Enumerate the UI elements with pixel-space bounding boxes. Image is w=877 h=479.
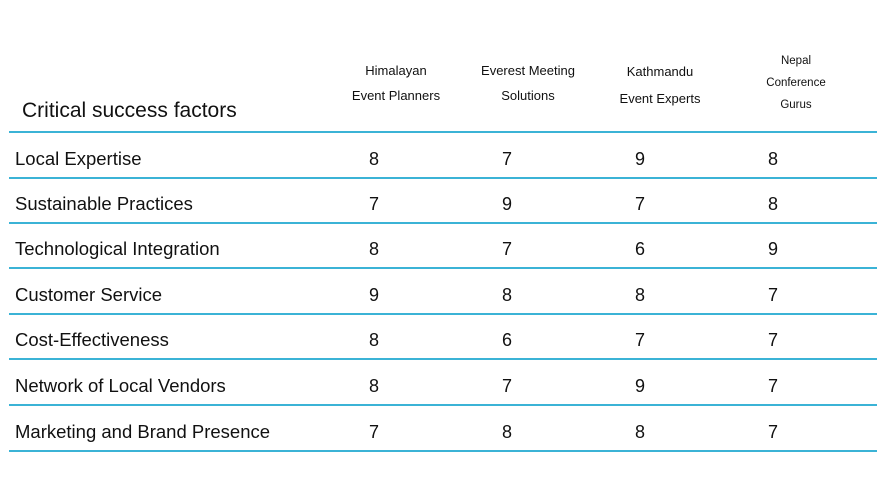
- score-cell: 9: [501, 194, 512, 214]
- score-cell: 9: [368, 285, 379, 305]
- table-bottom-border: [9, 450, 877, 452]
- row-label: Network of Local Vendors: [15, 375, 226, 396]
- score-cell: 7: [767, 330, 778, 350]
- row-label: Customer Service: [15, 284, 163, 305]
- column-header-line: Nepal: [780, 55, 812, 67]
- score-cell: 6: [501, 330, 512, 350]
- score-cell: 6: [634, 239, 645, 259]
- column-header-line: Kathmandu: [626, 64, 694, 79]
- column-header-everest-meeting-solutions: Everest Meeting Solutions: [463, 58, 593, 108]
- score-cell: 8: [634, 285, 645, 305]
- row-label: Marketing and Brand Presence: [15, 421, 271, 442]
- column-header-line: Solutions: [501, 88, 555, 103]
- column-header-kathmandu-event-experts: Kathmandu Event Experts: [600, 58, 720, 112]
- score-cell: 8: [767, 194, 778, 214]
- score-cell: 8: [368, 239, 379, 259]
- score-cell: 7: [368, 422, 379, 442]
- score-cell: 7: [501, 239, 512, 259]
- row-divider: [9, 267, 877, 269]
- column-header-line: Event Experts: [619, 91, 701, 106]
- column-header-line: Everest Meeting: [481, 63, 575, 78]
- column-header-line: Himalayan: [365, 63, 427, 78]
- row-divider: [9, 313, 877, 315]
- header-divider: [9, 131, 877, 133]
- table-row: Sustainable Practices 7 9 7 8: [0, 182, 877, 227]
- column-header-line: Event Planners: [351, 88, 441, 103]
- score-cell: 7: [767, 376, 778, 396]
- row-label: Local Expertise: [15, 148, 142, 169]
- score-cell: 8: [501, 285, 512, 305]
- score-cell: 9: [634, 376, 645, 396]
- score-cell: 7: [767, 285, 778, 305]
- table-row: Local Expertise 8 7 9 8: [0, 137, 877, 182]
- row-divider: [9, 177, 877, 179]
- score-cell: 8: [767, 149, 778, 169]
- row-divider: [9, 358, 877, 360]
- score-cell: 9: [634, 149, 645, 169]
- score-cell: 8: [501, 422, 512, 442]
- table-row: Network of Local Vendors 8 7 9 7: [0, 364, 877, 409]
- table-row: Customer Service 9 8 8 7: [0, 273, 877, 318]
- row-divider: [9, 404, 877, 406]
- score-cell: 9: [767, 239, 778, 259]
- row-divider: [9, 222, 877, 224]
- column-header-line: Conference: [766, 77, 826, 89]
- table-row: Marketing and Brand Presence 7 8 8 7: [0, 410, 877, 455]
- row-label: Sustainable Practices: [15, 193, 193, 214]
- table-title: Critical success factors: [22, 99, 237, 122]
- score-cell: 7: [767, 422, 778, 442]
- table-row: Technological Integration 8 7 6 9: [0, 227, 877, 272]
- score-cell: 7: [501, 149, 512, 169]
- score-cell: 8: [634, 422, 645, 442]
- score-cell: 8: [368, 376, 379, 396]
- column-header-himalayan-event-planners: Himalayan Event Planners: [336, 58, 456, 108]
- score-cell: 8: [368, 149, 379, 169]
- table-row: Cost-Effectiveness 8 6 7 7: [0, 318, 877, 363]
- score-cell: 7: [634, 330, 645, 350]
- score-cell: 8: [368, 330, 379, 350]
- score-cell: 7: [634, 194, 645, 214]
- row-label: Cost-Effectiveness: [15, 329, 169, 350]
- score-cell: 7: [501, 376, 512, 396]
- column-header-nepal-conference-gurus: Nepal Conference Gurus: [746, 50, 846, 116]
- row-label: Technological Integration: [15, 238, 220, 259]
- score-cell: 7: [368, 194, 379, 214]
- column-header-line: Gurus: [780, 99, 812, 111]
